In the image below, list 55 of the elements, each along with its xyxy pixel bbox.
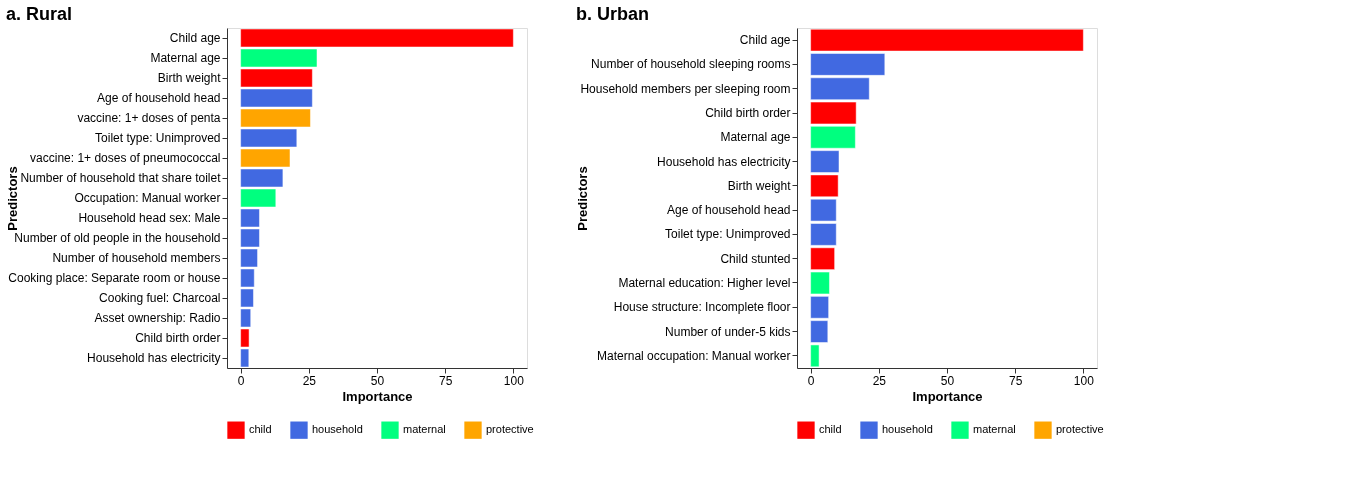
y-tick-label: Age of household head [667,203,791,218]
text: b. Urban [576,4,650,24]
y-tick-label: Child birth order [705,106,791,120]
x-axis-title: Importance [912,388,983,404]
legend-label: maternal [973,423,1016,436]
x-tick-label: 25 [302,373,317,388]
y-tick-label: Cooking place: Separate room or house [8,271,221,285]
x-tick-label: 25 [872,373,887,388]
y-tick-label: Household members per sleeping room [580,81,791,96]
y-tick-label: House structure: Incomplete floor [613,300,791,315]
legend-label: protective [1056,423,1104,436]
y-tick-label: Birth weight [157,71,222,85]
x-tick-label: 50 [940,373,955,388]
y-tick-label: vaccine: 1+ doses of pneumococcal [30,151,221,165]
y-tick-label: Number of under-5 kids [665,324,791,339]
x-tick-label: 0 [237,373,245,388]
y-tick-label: Number of household that share toilet [20,171,222,185]
y-tick-label: Child birth order [135,331,221,345]
y-tick-label: Maternal age [150,51,221,65]
legend-label: child [819,423,842,436]
legend-label: household [312,423,363,436]
legend-label: child [249,423,272,436]
y-tick-label: Asset ownership: Radio [94,311,221,325]
legend-label: protective [486,423,534,436]
y-tick-label: Occupation: Manual worker [74,191,221,205]
x-tick-label: 75 [1009,373,1023,388]
x-axis-title: Importance [342,388,413,404]
y-tick-label: Number of old people in the household [14,231,221,245]
y-tick-label: Child age [739,33,791,48]
y-tick-label: vaccine: 1+ doses of penta [77,111,221,125]
x-tick-label: 100 [503,373,525,388]
y-axis-title: Predictors [4,166,20,231]
y-tick-label: Household head sex: Male [78,211,221,225]
y-tick-label: Cooking fuel: Charcoal [99,291,221,305]
y-axis-title: Predictors [574,166,590,231]
text: a. Rural [6,4,73,24]
y-tick-label: Number of household sleeping rooms [591,57,791,72]
y-tick-label: Toilet type: Unimproved [665,227,791,242]
y-tick-label: Birth weight [727,178,792,193]
x-tick-label: 100 [1073,373,1095,388]
x-tick-label: 50 [370,373,385,388]
y-tick-label: Household has electricity [87,351,221,365]
y-tick-label: Household has electricity [657,154,791,169]
y-tick-label: Age of household head [97,91,221,105]
legend-label: maternal [403,423,446,436]
legend-label: household [882,423,933,436]
y-tick-label: Child stunted [720,251,791,266]
y-tick-label: Maternal age [720,130,791,145]
x-tick-label: 0 [807,373,815,388]
x-tick-label: 75 [439,373,453,388]
y-tick-label: Child age [169,31,221,45]
y-tick-label: Maternal occupation: Manual worker [597,348,791,363]
y-tick-label: Maternal education: Higher level [618,276,791,290]
y-tick-label: Number of household members [52,251,221,265]
y-tick-label: Toilet type: Unimproved [95,131,221,145]
